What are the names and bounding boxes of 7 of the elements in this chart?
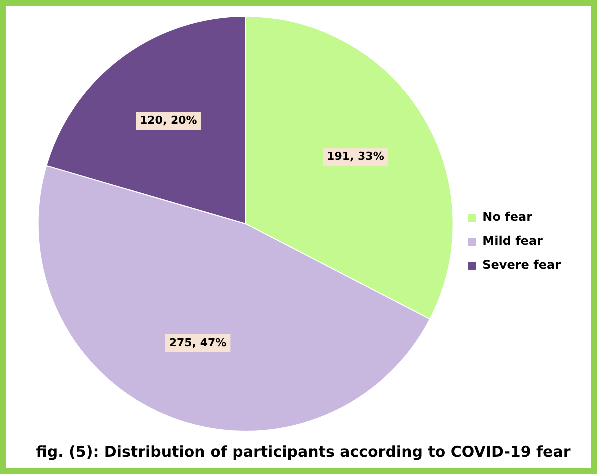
legend-label: No fear xyxy=(482,210,533,224)
legend-label: Severe fear xyxy=(482,258,562,272)
legend-label: Mild fear xyxy=(482,234,544,248)
text: fig. (5): Distribution of participants according to COVID-19 fear xyxy=(36,442,572,461)
data-label: 191, 33% xyxy=(327,150,384,163)
data-label: 275, 47% xyxy=(169,336,227,350)
data-label: 120, 20% xyxy=(140,114,198,127)
